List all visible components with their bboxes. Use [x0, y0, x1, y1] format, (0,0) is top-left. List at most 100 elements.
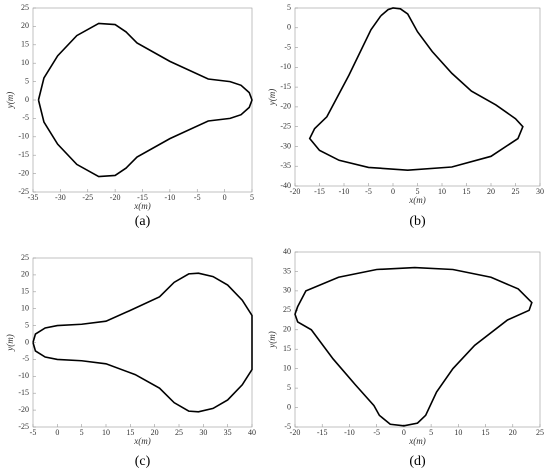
x-tick-label: 15 — [482, 428, 490, 437]
x-tick-label: 20 — [487, 187, 495, 196]
x-tick-label: 0 — [55, 428, 59, 437]
x-tick-label: -15 — [314, 187, 325, 196]
y-tick-label: 0 — [25, 337, 29, 346]
x-tick-label: 25 — [536, 428, 544, 437]
y-tick-label: 5 — [25, 76, 29, 85]
y-tick-label: 5 — [287, 3, 291, 12]
x-tick-label: 40 — [248, 428, 256, 437]
x-tick-label: 5 — [250, 193, 254, 202]
x-axis-label: x(m) — [408, 436, 426, 446]
y-tick-label: -10 — [18, 132, 29, 141]
plot-frame — [32, 7, 253, 193]
y-tick-label: 20 — [283, 325, 291, 334]
y-tick-label: -15 — [18, 150, 29, 159]
y-tick-label: -5 — [284, 422, 291, 431]
x-tick-label: -25 — [82, 193, 93, 202]
x-tick-label: 35 — [224, 428, 232, 437]
x-tick-label: -20 — [110, 193, 121, 202]
y-tick-label: -25 — [18, 422, 29, 431]
y-tick-label: 30 — [283, 286, 291, 295]
x-tick-label: 10 — [102, 428, 110, 437]
x-tick-label: 10 — [454, 428, 462, 437]
y-tick-label: 10 — [283, 363, 291, 372]
y-tick-label: -25 — [280, 121, 291, 130]
x-tick-label: -20 — [290, 187, 301, 196]
panel-caption: (c) — [135, 454, 151, 469]
y-axis-label: y(m) — [5, 92, 15, 110]
y-tick-label: 40 — [283, 247, 291, 256]
x-axis-label: x(m) — [408, 195, 426, 205]
y-tick-label: 25 — [21, 3, 29, 12]
y-tick-label: 0 — [287, 402, 291, 411]
y-tick-label: 5 — [287, 383, 291, 392]
y-tick-label: 15 — [21, 40, 29, 49]
panel-caption: (b) — [409, 214, 426, 229]
plot-frame — [294, 251, 541, 428]
x-tick-label: 15 — [126, 428, 134, 437]
y-tick-label: -15 — [18, 388, 29, 397]
y-tick-label: 20 — [21, 270, 29, 279]
panel-caption: (d) — [409, 454, 426, 469]
x-tick-label: -35 — [28, 193, 39, 202]
x-tick-label: -10 — [165, 193, 176, 202]
y-tick-label: 0 — [25, 95, 29, 104]
y-tick-label: -20 — [18, 405, 29, 414]
x-tick-label: 20 — [509, 428, 517, 437]
x-tick-label: -30 — [55, 193, 66, 202]
x-tick-label: -15 — [317, 428, 328, 437]
panel-caption: (a) — [135, 214, 151, 229]
x-tick-label: -10 — [339, 187, 350, 196]
y-tick-label: 25 — [21, 253, 29, 262]
y-tick-label: -20 — [18, 168, 29, 177]
boundary-curve — [294, 266, 533, 427]
y-tick-label: -5 — [284, 42, 291, 51]
y-tick-label: -30 — [280, 141, 291, 150]
y-axis-label: y(m) — [267, 89, 277, 107]
y-tick-label: -10 — [280, 62, 291, 71]
y-tick-label: -25 — [18, 187, 29, 196]
x-tick-label: 30 — [199, 428, 207, 437]
x-tick-label: 20 — [151, 428, 159, 437]
y-tick-label: 20 — [21, 21, 29, 30]
x-tick-label: -5 — [365, 187, 372, 196]
x-tick-label: 10 — [438, 187, 446, 196]
boundary-curve — [37, 22, 253, 178]
y-tick-label: -40 — [280, 181, 291, 190]
x-tick-label: 30 — [536, 187, 544, 196]
x-tick-label: 25 — [512, 187, 520, 196]
y-tick-label: 25 — [283, 305, 291, 314]
x-tick-label: 15 — [463, 187, 471, 196]
y-tick-label: 15 — [21, 287, 29, 296]
x-tick-label: 5 — [416, 187, 420, 196]
y-tick-label: -10 — [18, 371, 29, 380]
x-tick-label: 25 — [175, 428, 183, 437]
x-tick-label: -5 — [194, 193, 201, 202]
y-tick-label: 10 — [21, 304, 29, 313]
y-tick-label: -20 — [280, 102, 291, 111]
x-tick-label: -15 — [137, 193, 148, 202]
x-axis-label: x(m) — [133, 436, 151, 446]
y-tick-label: -5 — [22, 113, 29, 122]
x-tick-label: 0 — [391, 187, 395, 196]
x-tick-label: -5 — [373, 428, 380, 437]
y-tick-label: -15 — [280, 82, 291, 91]
plot-frame — [294, 7, 541, 187]
x-tick-label: 0 — [402, 428, 406, 437]
boundary-curve — [32, 272, 253, 413]
y-tick-label: -35 — [280, 161, 291, 170]
y-tick-label: 35 — [283, 266, 291, 275]
y-tick-label: 0 — [287, 23, 291, 32]
y-axis-label: y(m) — [267, 331, 277, 349]
y-tick-label: 10 — [21, 58, 29, 67]
x-tick-label: 0 — [223, 193, 227, 202]
x-tick-label: -10 — [344, 428, 355, 437]
x-tick-label: 5 — [429, 428, 433, 437]
plot-frame — [32, 257, 253, 428]
y-tick-label: 5 — [25, 320, 29, 329]
y-axis-label: y(m) — [5, 334, 15, 352]
x-tick-label: -20 — [290, 428, 301, 437]
boundary-curve — [308, 7, 524, 171]
x-axis-label: x(m) — [133, 201, 151, 211]
x-tick-label: -5 — [30, 428, 37, 437]
